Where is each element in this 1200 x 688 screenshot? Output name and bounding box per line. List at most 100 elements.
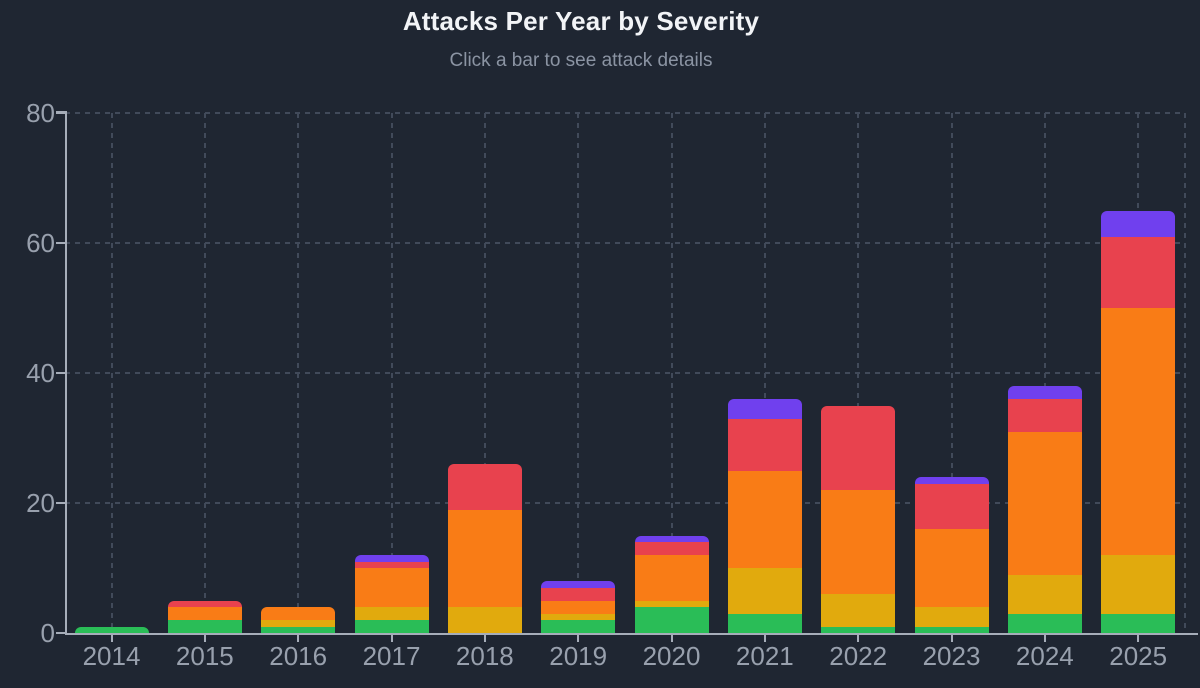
- bar-segment-2016-green[interactable]: [261, 626, 336, 633]
- bar-segment-2022-green[interactable]: [821, 626, 896, 633]
- bar-segment-2025-yellow[interactable]: [1101, 555, 1176, 614]
- bar-segment-2022-red[interactable]: [821, 405, 896, 490]
- y-tick-40: [56, 372, 65, 374]
- bar-segment-2025-purple[interactable]: [1101, 210, 1176, 237]
- bar-segment-2014-green[interactable]: [74, 626, 149, 633]
- h-gridline-40: [65, 372, 1185, 374]
- x-axis-label-2022: 2022: [829, 641, 888, 671]
- x-tick-2020: [670, 635, 673, 642]
- bar-segment-2017-red[interactable]: [354, 561, 429, 568]
- bar-segment-2024-red[interactable]: [1008, 399, 1082, 432]
- x-axis-label-2017: 2017: [362, 641, 421, 671]
- x-axis-label-2023: 2023: [922, 641, 981, 671]
- v-gridline-2019: [577, 113, 580, 633]
- bar-segment-2020-green[interactable]: [634, 607, 709, 633]
- bar-segment-2017-green[interactable]: [354, 620, 429, 633]
- bar-segment-2019-green[interactable]: [541, 620, 616, 633]
- bar-2016[interactable]: [261, 607, 336, 633]
- x-tick-2016: [297, 635, 300, 642]
- bar-segment-2022-orange[interactable]: [821, 490, 896, 594]
- bar-segment-2021-green[interactable]: [728, 613, 802, 633]
- bar-2017[interactable]: [354, 555, 429, 633]
- bar-segment-2020-red[interactable]: [634, 542, 709, 555]
- bar-segment-2023-green[interactable]: [914, 626, 989, 633]
- bar-segment-2021-yellow[interactable]: [728, 568, 802, 614]
- v-gridline-2014: [110, 113, 113, 633]
- bar-2019[interactable]: [541, 581, 616, 633]
- h-gridline-20: [65, 502, 1185, 504]
- v-gridline-2021: [764, 113, 766, 633]
- bar-segment-2019-orange[interactable]: [541, 600, 616, 614]
- y-axis-top-tick: [56, 111, 65, 113]
- bar-segment-2017-purple[interactable]: [354, 555, 429, 562]
- bar-segment-2023-orange[interactable]: [914, 529, 989, 607]
- bar-segment-2024-purple[interactable]: [1008, 386, 1082, 399]
- bar-2015[interactable]: [168, 600, 242, 633]
- y-axis-label-40: 40: [26, 358, 55, 388]
- chart-header: Attacks Per Year by Severity Click a bar…: [0, 0, 1162, 72]
- bar-segment-2020-yellow[interactable]: [634, 600, 709, 607]
- bar-2023[interactable]: [914, 477, 989, 633]
- bar-segment-2021-orange[interactable]: [728, 470, 802, 568]
- y-axis-label-60: 60: [26, 228, 55, 258]
- bar-2025[interactable]: [1101, 210, 1176, 633]
- bar-segment-2017-orange[interactable]: [354, 568, 429, 607]
- x-tick-2017: [390, 635, 393, 642]
- x-axis-label-2021: 2021: [735, 641, 794, 671]
- bar-segment-2024-yellow[interactable]: [1008, 574, 1082, 614]
- v-gridline-2015: [204, 113, 206, 633]
- x-tick-2014: [110, 635, 113, 642]
- v-gridline-2016: [297, 113, 300, 633]
- v-gridline-2023: [950, 113, 953, 633]
- bar-segment-2022-yellow[interactable]: [821, 594, 896, 627]
- bar-segment-2018-yellow[interactable]: [448, 607, 522, 633]
- bar-segment-2023-purple[interactable]: [914, 477, 989, 484]
- bar-segment-2015-orange[interactable]: [168, 607, 242, 620]
- y-axis-label-0: 0: [40, 618, 55, 648]
- bar-segment-2016-orange[interactable]: [261, 607, 336, 620]
- v-gridline-2024: [1044, 113, 1046, 633]
- plot-right-border: [1184, 113, 1186, 633]
- y-axis-label-80: 80: [26, 98, 55, 128]
- y-axis-label-20: 20: [26, 488, 55, 518]
- bar-segment-2021-red[interactable]: [728, 418, 802, 471]
- bar-segment-2021-purple[interactable]: [728, 399, 802, 419]
- bar-segment-2020-purple[interactable]: [634, 535, 709, 542]
- bar-segment-2019-purple[interactable]: [541, 581, 616, 588]
- chart-title: Attacks Per Year by Severity: [402, 6, 760, 36]
- bar-segment-2019-red[interactable]: [541, 587, 616, 601]
- bar-segment-2018-red[interactable]: [448, 464, 522, 510]
- bar-2018[interactable]: [448, 464, 522, 633]
- x-axis-label-2020: 2020: [642, 641, 701, 671]
- bar-segment-2018-orange[interactable]: [448, 509, 522, 607]
- bar-segment-2016-yellow[interactable]: [261, 620, 336, 627]
- bar-segment-2020-orange[interactable]: [634, 555, 709, 601]
- x-axis-label-2014: 2014: [82, 641, 141, 671]
- x-tick-2018: [484, 635, 486, 642]
- x-tick-2023: [950, 635, 953, 642]
- bar-segment-2019-yellow[interactable]: [541, 613, 616, 620]
- bar-segment-2024-orange[interactable]: [1008, 431, 1082, 575]
- bar-segment-2023-yellow[interactable]: [914, 607, 989, 627]
- x-axis-label-2015: 2015: [175, 641, 234, 671]
- x-axis-label-2019: 2019: [549, 641, 608, 671]
- x-axis-label-2018: 2018: [455, 641, 514, 671]
- bar-segment-2025-green[interactable]: [1101, 613, 1176, 633]
- x-tick-2019: [577, 635, 580, 642]
- bar-segment-2017-yellow[interactable]: [354, 607, 429, 620]
- bar-segment-2025-orange[interactable]: [1101, 308, 1176, 555]
- bar-segment-2024-green[interactable]: [1008, 613, 1082, 633]
- x-tick-2015: [204, 635, 206, 642]
- bar-2014[interactable]: [74, 626, 149, 633]
- x-axis-label-2025: 2025: [1109, 641, 1168, 671]
- bar-2021[interactable]: [728, 399, 802, 633]
- bar-segment-2015-red[interactable]: [168, 600, 242, 607]
- chart-subtitle: Click a bar to see attack details: [449, 50, 713, 71]
- bar-2022[interactable]: [821, 405, 896, 633]
- bar-2020[interactable]: [634, 535, 709, 633]
- bar-segment-2023-red[interactable]: [914, 483, 989, 529]
- bar-segment-2015-green[interactable]: [168, 620, 242, 633]
- bar-2024[interactable]: [1008, 386, 1082, 633]
- x-tick-2025: [1137, 635, 1140, 642]
- bar-segment-2025-red[interactable]: [1101, 236, 1176, 308]
